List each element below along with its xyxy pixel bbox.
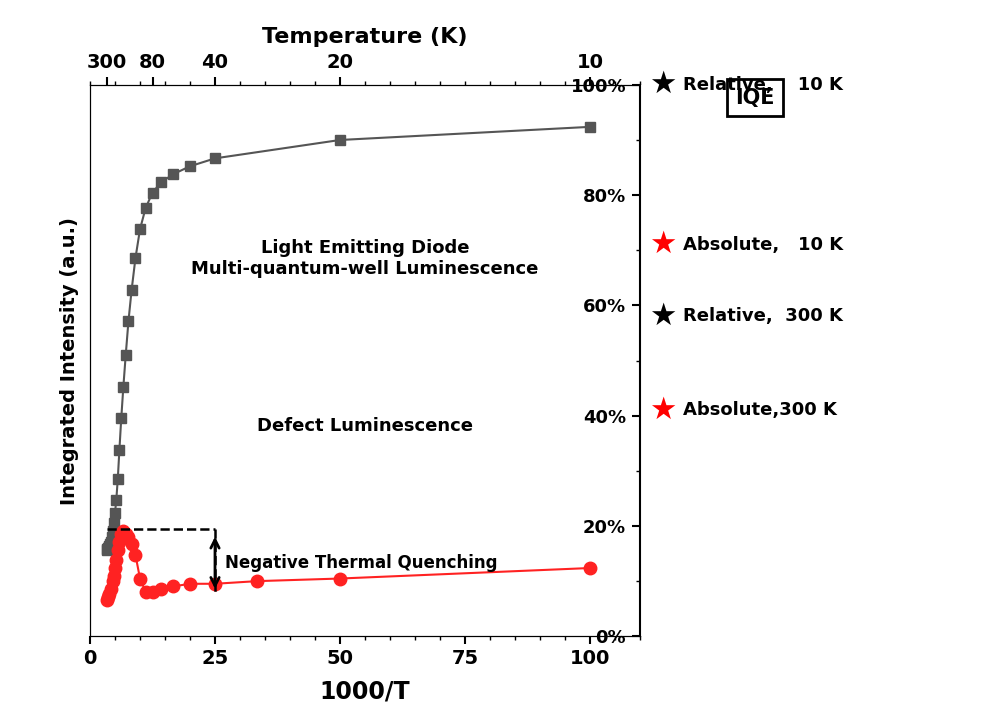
Text: ★: ★ [649,230,677,259]
Text: IQE: IQE [735,88,775,107]
Text: Absolute,300 K: Absolute,300 K [683,401,837,419]
Text: Relative,  300 K: Relative, 300 K [683,308,843,325]
Text: Negative Thermal Quenching: Negative Thermal Quenching [225,554,498,572]
X-axis label: Temperature (K): Temperature (K) [262,27,468,47]
X-axis label: 1000/T: 1000/T [320,679,410,703]
Text: ★: ★ [649,70,677,100]
Text: ★: ★ [649,302,677,331]
Text: Defect Luminescence: Defect Luminescence [257,417,473,436]
Y-axis label: Integrated Intensity (a.u.): Integrated Intensity (a.u.) [60,216,79,505]
Text: Absolute,   10 K: Absolute, 10 K [683,235,843,254]
Text: Light Emitting Diode
Multi-quantum-well Luminescence: Light Emitting Diode Multi-quantum-well … [191,239,539,278]
Text: ★: ★ [649,396,677,425]
Text: Relative,    10 K: Relative, 10 K [683,76,843,94]
